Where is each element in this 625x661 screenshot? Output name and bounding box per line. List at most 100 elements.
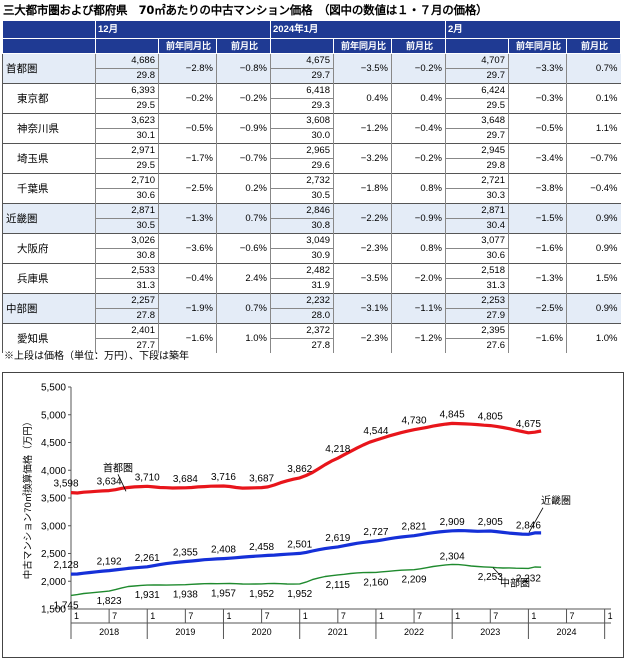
y-tick-label: 1,500 (41, 605, 66, 616)
blank-header (445, 38, 509, 54)
x-year-label: 2021 (328, 627, 348, 637)
age-cell: 29.7 (445, 128, 509, 144)
table-row: 30.1 30.0 29.7 (3, 128, 621, 144)
data-label: 2,261 (135, 553, 160, 564)
region-name: 兵庫県 (2, 263, 96, 294)
data-label: 3,684 (173, 474, 198, 485)
x-month-label: 1 (74, 611, 79, 621)
yoy-header: 前年同月比 (333, 38, 392, 54)
price-cell: 2,871 (95, 203, 159, 219)
table-row: 千葉県 2,710 −2.5% 0.2% 2,732 −1.8% 0.8% 2,721 −3.8… (2, 173, 621, 204)
table-row: 29.8 29.7 29.7 (3, 68, 621, 84)
table-row: 東京都 6,393 −0.2% −0.2% 6,418 0.4% 0.4% 6,424 −0.3… (2, 83, 621, 114)
price-cell: 2,710 (95, 173, 159, 189)
mom-cell: 1.0% (216, 323, 271, 353)
mom-cell: −0.4% (566, 173, 621, 204)
mom-cell: 0.4% (391, 83, 446, 114)
y-tick-label: 5,000 (41, 410, 66, 421)
price-table: 12月 2024年1月 2月 前年同月比 前月比 前年同月比 前月比 前年同月比… (2, 20, 621, 353)
price-cell: 2,395 (445, 323, 509, 339)
table-note: ※上段は価格（単位：万円）、下段は築年 (4, 351, 189, 362)
data-label: 3,710 (135, 472, 160, 483)
mom-cell: −0.9% (391, 203, 446, 234)
price-cell: 3,077 (445, 233, 509, 249)
yoy-cell: −3.2% (333, 143, 392, 174)
y-axis-title: 中古マンション70㎡換算価格（万円） (22, 417, 34, 580)
region-name: 千葉県 (2, 173, 96, 204)
age-cell: 30.8 (95, 248, 159, 264)
age-cell: 30.6 (95, 188, 159, 204)
mom-cell: 0.1% (566, 83, 621, 114)
x-month-label: 7 (341, 611, 346, 621)
age-cell: 29.3 (270, 98, 334, 114)
corner-cell (2, 38, 96, 54)
table-row: 27.8 28.0 27.9 (3, 308, 621, 324)
price-cell: 2,732 (270, 173, 334, 189)
yoy-cell: −2.2% (333, 203, 392, 234)
x-year-label: 2018 (99, 627, 119, 637)
yoy-cell: −3.4% (508, 143, 567, 174)
yoy-cell: −3.3% (508, 53, 567, 84)
age-cell: 29.5 (95, 98, 159, 114)
yoy-cell: −0.4% (158, 263, 217, 294)
price-cell: 2,721 (445, 173, 509, 189)
age-cell: 27.6 (445, 338, 509, 353)
data-label: 2,619 (325, 533, 350, 544)
yoy-cell: −2.5% (508, 293, 567, 324)
yoy-header: 前年同月比 (158, 38, 217, 54)
yoy-cell: −3.5% (333, 53, 392, 84)
yoy-cell: −1.5% (508, 203, 567, 234)
x-month-label: 1 (303, 611, 308, 621)
x-year-label: 2019 (175, 627, 195, 637)
table-row: 30.5 30.8 30.4 (3, 218, 621, 234)
mom-cell: −0.2% (391, 143, 446, 174)
data-label: 3,716 (211, 472, 236, 483)
yoy-cell: −3.5% (333, 263, 392, 294)
data-label: 4,730 (402, 416, 427, 427)
y-tick-label: 3,000 (41, 521, 66, 532)
age-cell: 31.3 (445, 278, 509, 294)
data-label: 1,745 (53, 600, 78, 611)
period-header: 12月 (95, 20, 271, 39)
price-cell: 2,401 (95, 323, 159, 339)
data-label: 1,938 (173, 590, 198, 601)
blank-header (270, 38, 334, 54)
price-cell: 3,049 (270, 233, 334, 249)
mom-cell: 0.8% (391, 173, 446, 204)
data-label: 3,598 (53, 479, 78, 490)
yoy-cell: −3.6% (158, 233, 217, 264)
y-tick-label: 2,500 (41, 549, 66, 560)
data-label: 1,931 (135, 590, 160, 601)
yoy-cell: −1.7% (158, 143, 217, 174)
yoy-cell: 0.4% (333, 83, 392, 114)
yoy-cell: −2.3% (333, 233, 392, 264)
yoy-cell: −1.6% (158, 323, 217, 353)
x-year-label: 2024 (557, 627, 577, 637)
region-name: 近畿圏 (2, 203, 96, 234)
series-line (70, 529, 542, 576)
region-name: 愛知県 (2, 323, 96, 353)
yoy-cell: −0.3% (508, 83, 567, 114)
table-row: 30.8 30.9 30.6 (3, 248, 621, 264)
yoy-cell: −1.2% (333, 113, 392, 144)
table-row: 29.5 29.6 29.8 (3, 158, 621, 174)
yoy-header: 前年同月比 (508, 38, 567, 54)
yoy-cell: −2.8% (158, 53, 217, 84)
mom-cell: 0.7% (566, 53, 621, 84)
table-row: 31.3 31.9 31.3 (3, 278, 621, 294)
region-name: 神奈川県 (2, 113, 96, 144)
mom-cell: −0.9% (216, 113, 271, 144)
data-label: 1,957 (211, 589, 236, 600)
age-cell: 27.8 (95, 308, 159, 324)
mom-cell: −1.1% (391, 293, 446, 324)
age-cell: 29.8 (445, 158, 509, 174)
yoy-cell: −2.5% (158, 173, 217, 204)
age-cell: 29.5 (95, 158, 159, 174)
yoy-cell: −1.6% (508, 323, 567, 353)
data-label: 2,408 (211, 545, 236, 556)
mom-header: 前月比 (391, 38, 446, 54)
age-cell: 30.0 (270, 128, 334, 144)
data-label: 4,675 (516, 419, 541, 430)
price-cell: 6,418 (270, 83, 334, 99)
mom-cell: 2.4% (216, 263, 271, 294)
